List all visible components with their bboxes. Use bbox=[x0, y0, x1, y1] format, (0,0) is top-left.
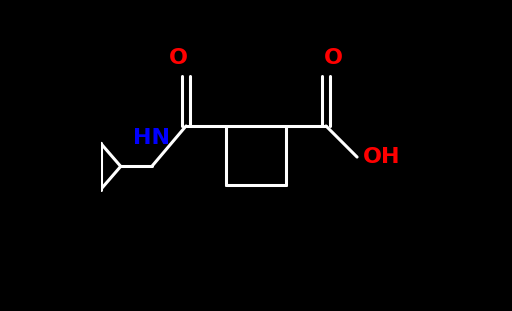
Text: O: O bbox=[324, 49, 343, 68]
Text: HN: HN bbox=[133, 128, 170, 148]
Text: O: O bbox=[169, 49, 188, 68]
Text: OH: OH bbox=[364, 147, 401, 167]
